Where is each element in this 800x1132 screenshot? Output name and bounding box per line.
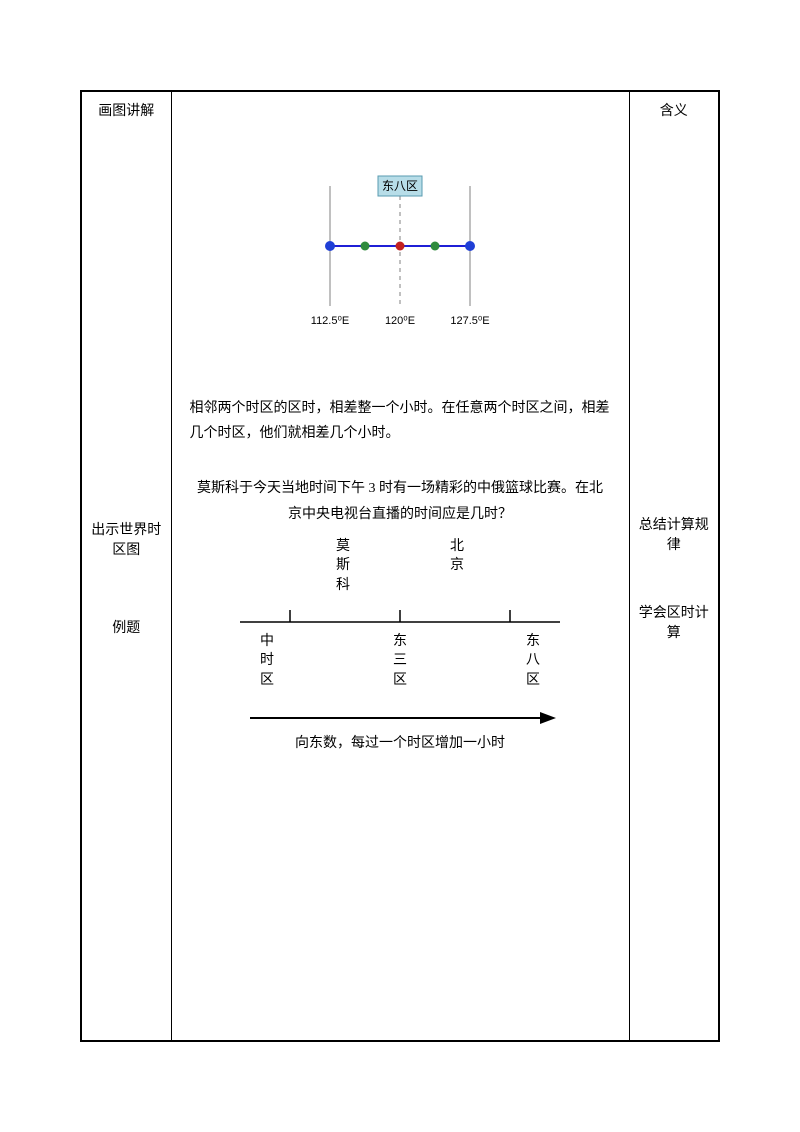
zone-labels-row: 中 时 区 东 三 区 东 八 区: [190, 632, 611, 691]
paragraph-text: 相邻两个时区的区时，相差整一个小时。在任意两个时区之间，相差几个时区，他们就相差…: [190, 396, 611, 446]
direction-arrow: [190, 710, 611, 726]
city-beijing: 北 京: [450, 537, 464, 596]
example-q-line2: 京中央电视台直播的时间应是几时？: [190, 502, 611, 527]
right-label-mid: 总结计算规律: [634, 510, 715, 558]
zone-right-label: 127.5⁰E: [450, 315, 489, 327]
left-label-mid: 出示世界时区图: [86, 515, 167, 563]
right-label-top: 含义: [634, 96, 715, 120]
city-labels-row: 莫 斯 科 北 京: [190, 537, 611, 596]
example-question: 莫斯科于今天当地时间下午 3 时有一场精彩的中俄篮球比赛。在北 京中央电视台直播…: [190, 476, 611, 526]
right-column: 含义 总结计算规律 学会区时计算: [629, 91, 719, 1041]
left-column: 画图讲解 出示世界时区图 例题: [81, 91, 171, 1041]
timezone-diagram: 东八区 112.5⁰E 120⁰E 127.5⁰E: [190, 106, 611, 366]
number-line: [190, 602, 611, 626]
left-label-top: 画图讲解: [86, 96, 167, 120]
zone-east8-label: 东 八 区: [526, 632, 540, 691]
zone-svg: 东八区 112.5⁰E 120⁰E 127.5⁰E: [290, 146, 510, 346]
zone-badge-label: 东八区: [382, 179, 418, 193]
city-moscow: 莫 斯 科: [336, 537, 350, 596]
zone-center-label: 120⁰E: [385, 315, 415, 327]
zone-center-label: 中 时 区: [260, 632, 274, 691]
arrow-caption: 向东数，每过一个时区增加一小时: [190, 732, 611, 752]
document-table: 画图讲解 出示世界时区图 例题: [80, 90, 720, 1042]
middle-column: 东八区 112.5⁰E 120⁰E 127.5⁰E: [171, 91, 629, 1041]
left-label-bot: 例题: [86, 613, 167, 641]
right-label-bot: 学会区时计算: [634, 598, 715, 646]
zone-east3-label: 东 三 区: [393, 632, 407, 691]
example-q-line1: 莫斯科于今天当地时间下午 3 时有一场精彩的中俄篮球比赛。在北: [190, 476, 611, 501]
zone-left-label: 112.5⁰E: [311, 315, 349, 327]
